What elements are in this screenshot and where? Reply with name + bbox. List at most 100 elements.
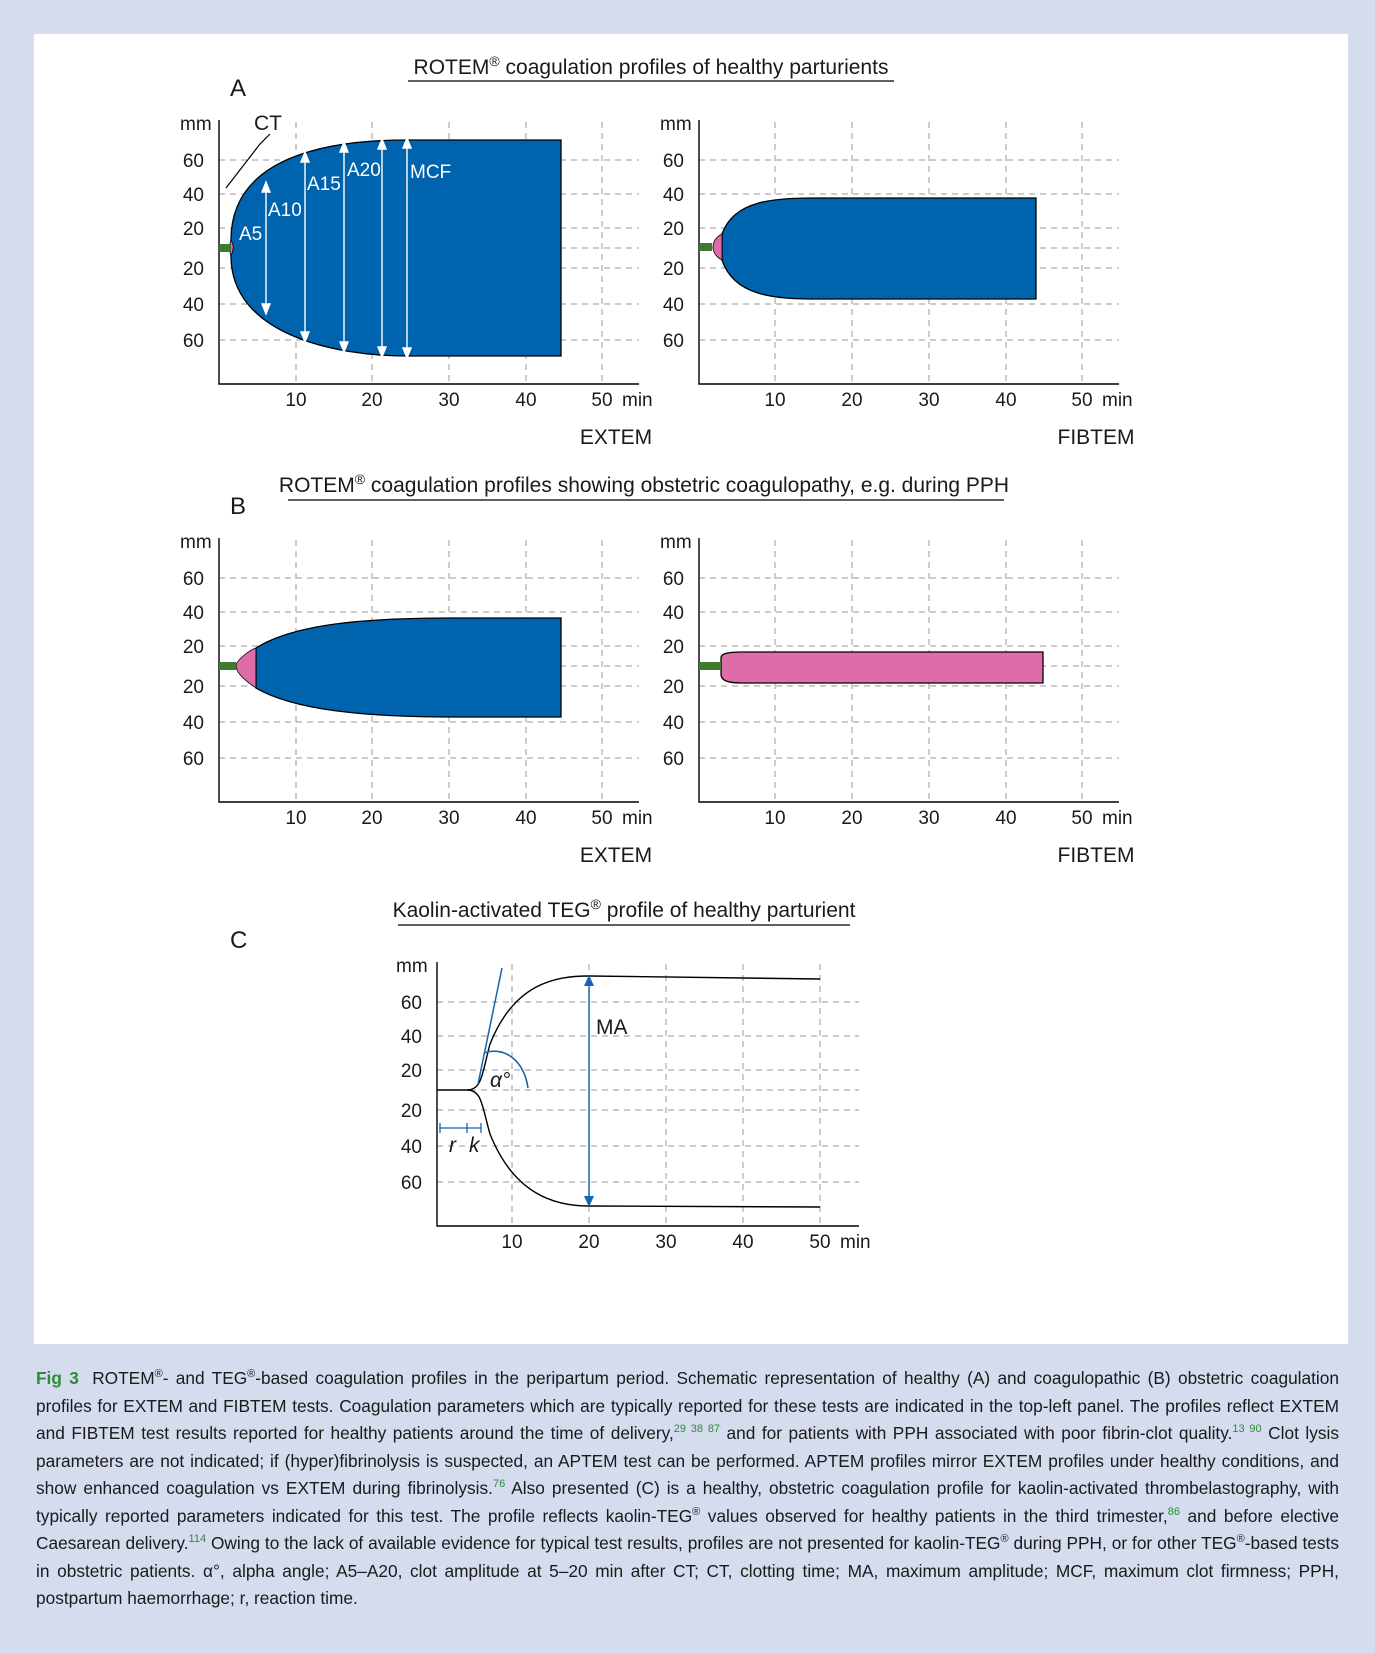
svg-text:60: 60 [183, 749, 204, 770]
a15-label: A15 [307, 174, 341, 195]
svg-text:20: 20 [183, 219, 204, 240]
r-label: r [449, 1134, 457, 1157]
k-label: k [469, 1134, 481, 1157]
panel-a-title: ROTEM® coagulation profiles of healthy p… [414, 53, 889, 79]
svg-text:60: 60 [663, 331, 684, 352]
chart-a-fibtem: mm 60 40 20 20 40 60 10 20 30 40 50 min … [660, 114, 1135, 449]
svg-text:40: 40 [401, 1137, 422, 1158]
panel-b-letter: B [230, 493, 246, 520]
alpha-tangent-line [477, 967, 503, 1085]
svg-text:min: min [840, 1232, 871, 1253]
svg-text:60: 60 [663, 569, 684, 590]
svg-text:50: 50 [1071, 808, 1092, 829]
svg-text:40: 40 [515, 808, 536, 829]
fibtem-pink-onset-a [712, 233, 723, 261]
amplitude-arrows [260, 136, 413, 360]
svg-text:40: 40 [663, 713, 684, 734]
svg-text:FIBTEM: FIBTEM [1058, 844, 1135, 867]
svg-text:mm: mm [660, 532, 692, 553]
svg-text:60: 60 [663, 749, 684, 770]
chart-c-teg: MA α° r k mm 60 40 20 20 40 60 10 20 30 … [396, 956, 871, 1253]
figure-label: Fig 3 [36, 1368, 79, 1388]
extem-clot-shape-a [230, 139, 562, 357]
svg-text:30: 30 [918, 808, 939, 829]
svg-text:40: 40 [183, 603, 204, 624]
svg-text:60: 60 [183, 331, 204, 352]
alpha-label: α° [490, 1069, 510, 1092]
svg-text:40: 40 [663, 295, 684, 316]
svg-text:60: 60 [401, 993, 422, 1014]
svg-text:20: 20 [401, 1101, 422, 1122]
svg-text:20: 20 [663, 259, 684, 280]
svg-text:20: 20 [663, 637, 684, 658]
svg-text:10: 10 [764, 808, 785, 829]
x-unit: min [622, 390, 653, 411]
svg-text:mm: mm [180, 532, 212, 553]
svg-text:min: min [622, 808, 653, 829]
svg-text:40: 40 [995, 808, 1016, 829]
svg-text:10: 10 [764, 390, 785, 411]
svg-text:40: 40 [995, 390, 1016, 411]
svg-text:10: 10 [285, 808, 306, 829]
figure-caption: Fig 3 ROTEM®- and TEG®-based coagulation… [36, 1368, 1339, 1608]
svg-text:10: 10 [285, 390, 306, 411]
svg-text:20: 20 [183, 677, 204, 698]
panel-c-letter: C [230, 927, 247, 954]
svg-text:60: 60 [183, 569, 204, 590]
svg-text:50: 50 [809, 1232, 830, 1253]
figure-panel: ROTEM® coagulation profiles of healthy p… [34, 34, 1348, 1344]
svg-text:20: 20 [663, 219, 684, 240]
svg-text:60: 60 [183, 151, 204, 172]
svg-text:20: 20 [183, 637, 204, 658]
ct-green-bar-a [219, 244, 231, 252]
svg-text:50: 50 [591, 808, 612, 829]
svg-text:40: 40 [401, 1027, 422, 1048]
panel-a-letter: A [230, 75, 246, 102]
svg-text:40: 40 [183, 713, 204, 734]
svg-text:40: 40 [183, 295, 204, 316]
svg-text:min: min [1102, 808, 1133, 829]
svg-text:20: 20 [578, 1232, 599, 1253]
mcf-label: MCF [410, 162, 451, 183]
svg-text:mm: mm [660, 114, 692, 135]
fibtem-label: FIBTEM [1058, 426, 1135, 449]
reference-link[interactable]: 29 38 87 [673, 1423, 721, 1436]
svg-text:mm: mm [396, 956, 428, 977]
reference-link[interactable]: 13 90 [1232, 1423, 1262, 1436]
chart-a-extem: CT A5 A10 A15 A20 MCF mm 60 40 20 20 40 … [180, 112, 653, 449]
svg-text:20: 20 [401, 1061, 422, 1082]
figure-graphic: ROTEM® coagulation profiles of healthy p… [180, 53, 1135, 1253]
svg-text:50: 50 [591, 390, 612, 411]
svg-text:40: 40 [663, 603, 684, 624]
chart-b-fibtem: mm 60 40 20 20 40 60 10 20 30 40 50 min … [660, 532, 1135, 867]
svg-text:50: 50 [1071, 390, 1092, 411]
svg-text:30: 30 [655, 1232, 676, 1253]
panel-c-title: Kaolin-activated TEG® profile of healthy… [393, 896, 856, 922]
ma-label: MA [596, 1016, 628, 1039]
svg-text:30: 30 [438, 390, 459, 411]
alpha-arc [483, 1050, 529, 1089]
svg-text:EXTEM: EXTEM [580, 844, 652, 867]
ct-pointer-line [225, 133, 271, 189]
y-unit: mm [180, 114, 212, 135]
svg-text:20: 20 [361, 390, 382, 411]
svg-text:20: 20 [663, 677, 684, 698]
svg-text:40: 40 [663, 185, 684, 206]
extem-label: EXTEM [580, 426, 652, 449]
ct-label: CT [254, 112, 282, 135]
fibtem-clot-shape-b [720, 651, 1044, 684]
svg-text:20: 20 [841, 390, 862, 411]
svg-text:60: 60 [663, 151, 684, 172]
reference-link[interactable]: 86 [1167, 1505, 1180, 1518]
panel-b-title: ROTEM® coagulation profiles showing obst… [279, 471, 1009, 497]
teg-upper-trace [437, 975, 821, 1091]
svg-text:20: 20 [183, 259, 204, 280]
reference-link[interactable]: 114 [188, 1533, 207, 1546]
fibtem-clot-shape-a [721, 197, 1037, 300]
reference-link[interactable]: 76 [492, 1478, 506, 1491]
a5-label: A5 [239, 224, 262, 245]
svg-text:40: 40 [732, 1232, 753, 1253]
extem-clot-shape-b [255, 617, 562, 718]
a10-label: A10 [268, 200, 302, 221]
svg-text:min: min [1102, 390, 1133, 411]
